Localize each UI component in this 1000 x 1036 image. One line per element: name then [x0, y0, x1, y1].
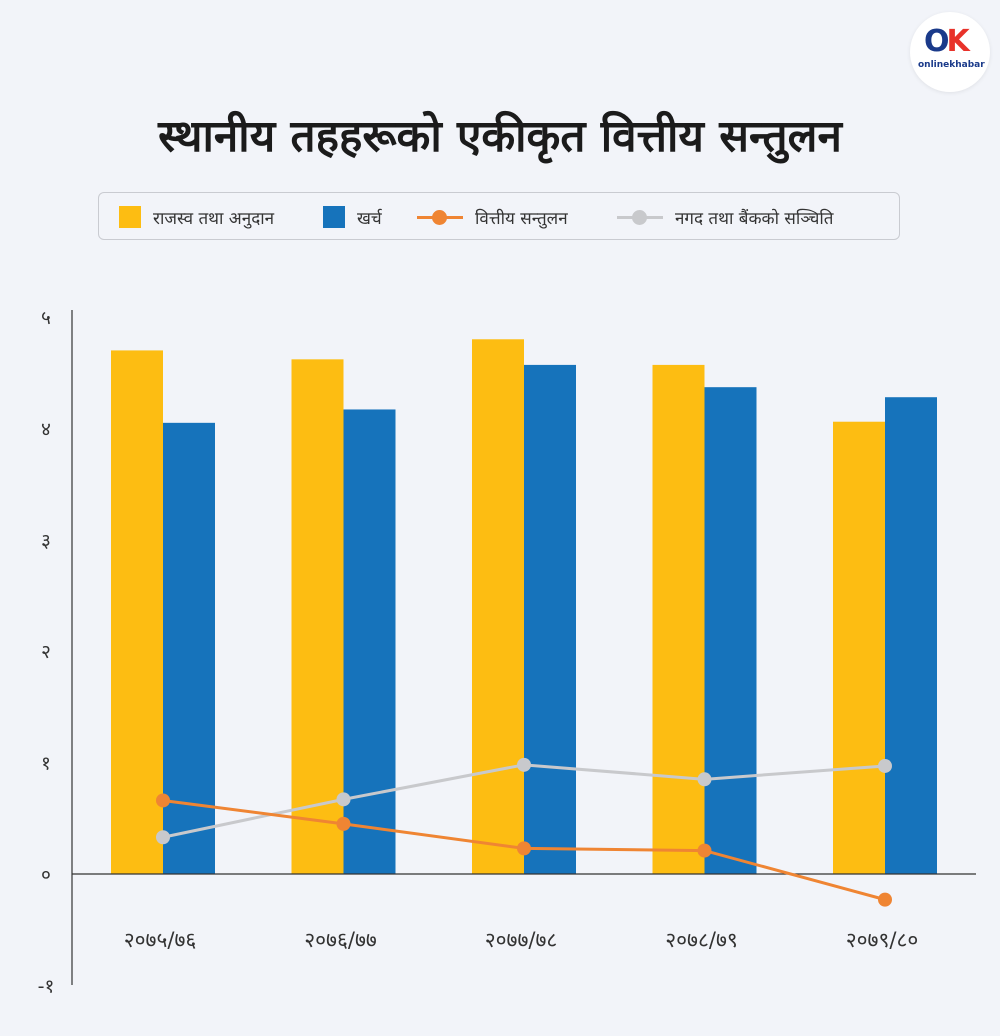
- x-category-label: २०७९/८०: [846, 928, 919, 952]
- x-category-label: २०७७/७८: [485, 928, 558, 952]
- y-tick-label: २: [41, 641, 51, 663]
- bar-revenue: [111, 350, 163, 874]
- legend-label-balance: वित्तीय सन्तुलन: [475, 208, 568, 229]
- legend-marker-cash: [617, 207, 663, 227]
- point-balance: [517, 841, 531, 856]
- bar-expense: [524, 364, 576, 874]
- legend-item-revenue: राजस्व तथा अनुदान: [119, 193, 274, 241]
- y-tick-label: ०: [41, 864, 51, 886]
- point-cash: [336, 792, 351, 807]
- x-category-label: २०७६/७७: [304, 928, 377, 952]
- point-balance: [336, 816, 351, 831]
- logo-wordmark: onlinekhabar: [918, 60, 985, 70]
- bar-revenue: [291, 359, 344, 874]
- legend-label-cash: नगद तथा बैंकको सञ्चिति: [675, 208, 834, 229]
- bar-revenue: [833, 421, 885, 874]
- x-category-label: २०७५/७६: [124, 928, 197, 952]
- y-tick-label: ५: [41, 307, 51, 329]
- legend-swatch-expense: [323, 206, 345, 228]
- point-balance: [156, 793, 170, 808]
- y-tick-label: १: [41, 753, 51, 775]
- point-balance: [697, 843, 712, 858]
- point-cash: [697, 772, 712, 787]
- bar-expense: [704, 387, 757, 874]
- point-cash: [878, 758, 892, 773]
- legend-marker-balance: [417, 207, 463, 227]
- bar-revenue: [652, 364, 705, 874]
- y-tick-label: ३: [41, 530, 51, 552]
- y-tick-label: -१: [38, 975, 55, 997]
- legend-swatch-revenue: [119, 206, 141, 228]
- ok-logo-mark: OK: [924, 24, 970, 59]
- bar-expense: [343, 409, 396, 874]
- x-category-label: २०७८/७९: [665, 928, 738, 952]
- y-tick-label: ४: [41, 418, 51, 440]
- legend-item-cash: नगद तथा बैंकको सञ्चिति: [617, 193, 833, 241]
- point-cash: [517, 757, 531, 772]
- bar-expense: [163, 422, 215, 874]
- chart-legend: राजस्व तथा अनुदान खर्च वित्तीय सन्तुलन न…: [98, 192, 900, 240]
- chart-title: स्थानीय तहहरूको एकीकृत वित्तीय सन्तुलन: [158, 111, 842, 162]
- legend-item-balance: वित्तीय सन्तुलन: [417, 193, 568, 241]
- legend-label-revenue: राजस्व तथा अनुदान: [153, 208, 275, 229]
- onlinekhabar-logo: OK onlinekhabar: [910, 12, 990, 92]
- bar-revenue: [472, 339, 524, 874]
- legend-item-expense: खर्च: [323, 193, 382, 241]
- point-cash: [156, 830, 170, 845]
- point-balance: [878, 892, 892, 907]
- legend-label-expense: खर्च: [357, 208, 382, 229]
- bar-expense: [885, 397, 937, 874]
